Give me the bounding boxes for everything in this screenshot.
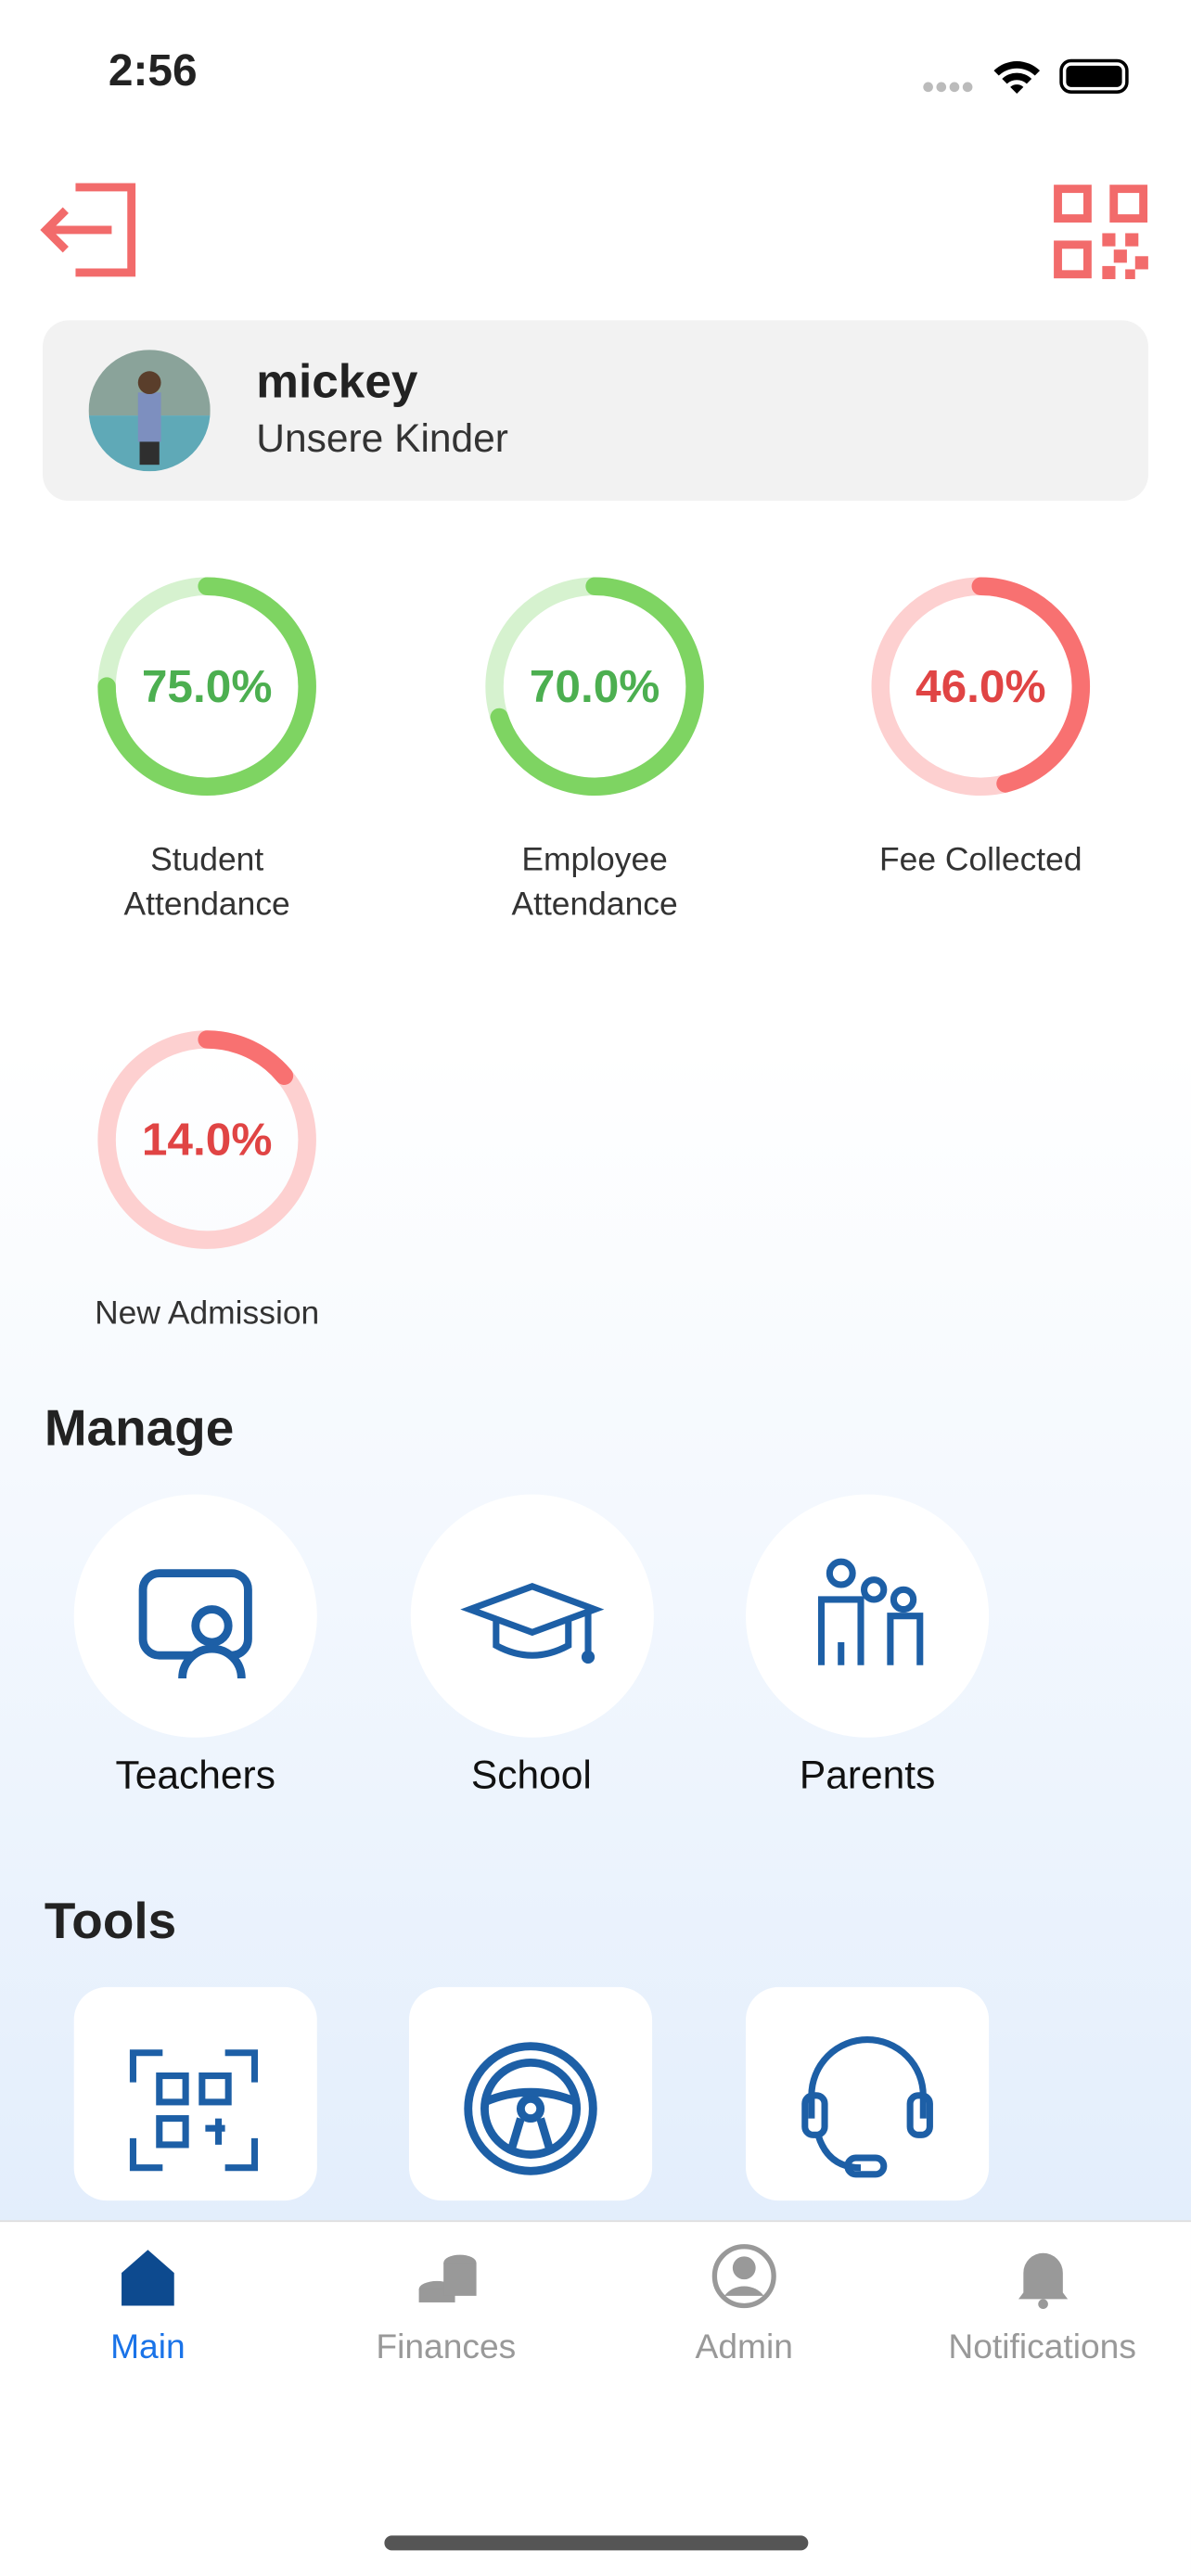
tab-icon [122,2250,174,2306]
ring-arc [871,577,1091,797]
avatar [88,350,211,472]
manage-icon [138,1569,252,1679]
ring-value: 70.0% [530,660,660,712]
ring-label: Student Attendance [123,842,290,924]
home-indicator [384,2535,809,2551]
stat-ring: 70.0% [485,577,704,797]
tab-label[interactable]: Notifications [948,2328,1136,2367]
logout-button[interactable] [40,181,142,283]
tab-label[interactable]: Finances [376,2328,517,2367]
manage-icon [817,1558,924,1665]
manage-label: Parents [799,1753,936,1799]
tab-label[interactable]: Admin [695,2328,793,2367]
tab-label[interactable]: Main [110,2328,186,2367]
ring-value: 46.0% [916,660,1046,712]
section-title: Tools [44,1892,177,1950]
manage-label: School [470,1753,592,1799]
status-time: 2:56 [108,45,198,96]
tab-icon [417,2254,476,2302]
ring-label: New Admission [95,1295,320,1333]
qr-scan-icon [129,2049,259,2172]
user-name: mickey [256,356,418,409]
manage-button[interactable] [409,1494,653,1738]
tool-card[interactable] [408,1986,653,2201]
stat-ring: 75.0% [97,577,316,797]
tab-icon [1018,2252,1068,2310]
qr-button[interactable] [1053,184,1148,280]
profile-card[interactable]: mickey Unsere Kinder [43,320,1148,502]
stat-ring: 14.0% [97,1030,316,1249]
ring-value: 75.0% [142,660,273,712]
section-title: Manage [44,1398,235,1457]
ring-arc [97,577,316,797]
ring-arc [485,577,704,797]
steering-icon [464,2042,597,2175]
ring-value: 14.0% [142,1114,273,1166]
ring-label: Fee Collected [879,842,1082,879]
tool-card[interactable] [73,1986,317,2201]
organization: Unsere Kinder [256,416,508,462]
support-icon [801,2036,933,2178]
ring-arc [97,1030,316,1249]
stat-ring: 46.0% [871,577,1091,797]
ring-label: Employee Attendance [511,842,678,924]
tab-icon [711,2244,776,2309]
tool-card[interactable] [746,1986,990,2201]
manage-icon [459,1583,604,1664]
manage-button[interactable] [73,1494,317,1738]
manage-button[interactable] [746,1494,990,1738]
tab-bar [0,2220,1191,2576]
status-icons [923,58,1129,94]
manage-label: Teachers [115,1753,275,1799]
